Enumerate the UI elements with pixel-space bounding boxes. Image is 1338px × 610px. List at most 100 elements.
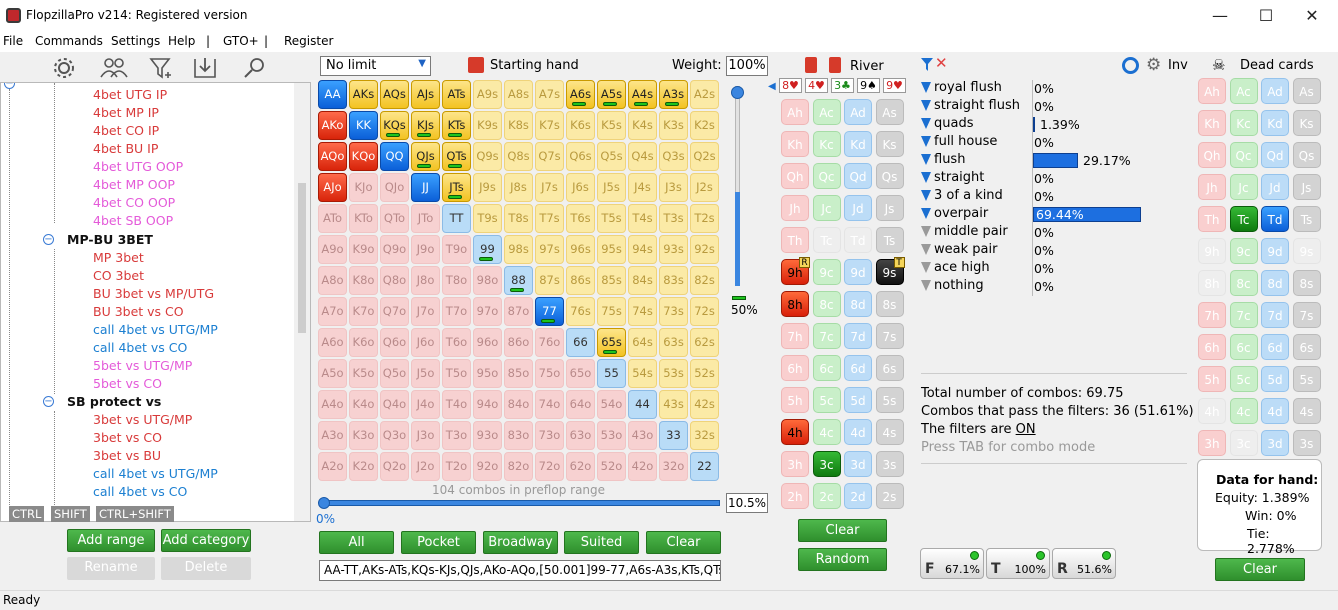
tree-item[interactable]: 3bet vs CO bbox=[93, 430, 162, 445]
tree-item[interactable]: 3bet vs UTG/MP bbox=[93, 412, 193, 427]
hand-cell[interactable]: J3o bbox=[411, 421, 440, 450]
clear-filter-icon[interactable]: ✕ bbox=[935, 54, 948, 72]
dead-card[interactable]: 6d bbox=[1261, 334, 1289, 360]
hand-cell[interactable]: QQ bbox=[380, 142, 409, 171]
range-text-input[interactable]: AA-TT,AKs-ATs,KQs-KJs,QJs,AKo-AQo,[50.00… bbox=[319, 560, 721, 581]
board-card[interactable]: Ah bbox=[781, 99, 809, 125]
dead-card[interactable]: Ac bbox=[1229, 78, 1258, 104]
gear-icon[interactable]: ⚙ bbox=[1146, 55, 1162, 75]
hand-cell[interactable]: AKo bbox=[318, 111, 347, 140]
dead-card[interactable]: 6h bbox=[1198, 334, 1226, 360]
dead-card[interactable]: 8h bbox=[1198, 270, 1226, 296]
hand-cell[interactable]: 85o bbox=[504, 359, 533, 388]
hand-cell[interactable]: Q7o bbox=[380, 297, 409, 326]
hand-cell[interactable]: AQo bbox=[318, 142, 347, 171]
weight-slider[interactable] bbox=[731, 86, 744, 286]
filter-toggle-icon[interactable] bbox=[921, 226, 931, 237]
hand-cell[interactable]: KJo bbox=[349, 173, 378, 202]
board-card[interactable]: Js bbox=[875, 195, 904, 221]
preflop-slider-knob[interactable] bbox=[318, 497, 330, 509]
hand-cell[interactable]: 64s bbox=[628, 328, 657, 357]
hand-cell[interactable]: A9s bbox=[473, 80, 502, 109]
dead-card[interactable]: 5s bbox=[1292, 366, 1321, 392]
hand-cell[interactable]: JTs bbox=[442, 173, 471, 202]
dead-card[interactable]: Ks bbox=[1292, 110, 1321, 136]
hand-cell[interactable]: 22 bbox=[690, 452, 719, 481]
filter-label[interactable]: straight bbox=[934, 170, 985, 185]
hand-cell[interactable]: T3o bbox=[442, 421, 471, 450]
hand-cell[interactable]: 64o bbox=[566, 390, 595, 419]
hand-cell[interactable]: K2o bbox=[349, 452, 378, 481]
hand-cell[interactable]: 86o bbox=[504, 328, 533, 357]
hand-cell[interactable]: 53o bbox=[597, 421, 626, 450]
hand-cell[interactable]: ATs bbox=[442, 80, 471, 109]
tree-item[interactable]: 4bet CO OOP bbox=[93, 195, 176, 210]
hand-cell[interactable]: 76s bbox=[566, 297, 595, 326]
hand-cell[interactable]: 54o bbox=[597, 390, 626, 419]
filter-toggle-icon[interactable] bbox=[921, 136, 931, 147]
board-card[interactable]: Ad bbox=[844, 99, 872, 125]
hand-cell[interactable]: Q2s bbox=[690, 142, 719, 171]
dead-card[interactable]: 3d bbox=[1261, 430, 1289, 456]
hand-cell[interactable]: T4o bbox=[442, 390, 471, 419]
board-card[interactable]: Qs bbox=[875, 163, 904, 189]
hand-cell[interactable]: 93o bbox=[473, 421, 502, 450]
filter-label[interactable]: 3 of a kind bbox=[934, 188, 1003, 203]
board-card[interactable]: 7s bbox=[875, 323, 904, 349]
board-card[interactable]: 2s bbox=[875, 483, 904, 509]
dead-card[interactable]: Qs bbox=[1292, 142, 1321, 168]
dead-card[interactable]: 9h bbox=[1198, 238, 1226, 264]
hand-cell[interactable]: A4o bbox=[318, 390, 347, 419]
hand-cell[interactable]: A8o bbox=[318, 266, 347, 295]
hand-cell[interactable]: 72o bbox=[535, 452, 564, 481]
board-card[interactable]: 2d bbox=[844, 483, 872, 509]
dead-card[interactable]: 6c bbox=[1229, 334, 1258, 360]
dead-card[interactable]: Td bbox=[1261, 206, 1289, 232]
hand-cell[interactable]: A3s bbox=[659, 80, 688, 109]
hand-cell[interactable]: K9o bbox=[349, 235, 378, 264]
hand-cell[interactable]: J4o bbox=[411, 390, 440, 419]
filters-status-value[interactable]: ON bbox=[1015, 422, 1036, 437]
board-card[interactable]: 6h bbox=[781, 355, 809, 381]
hand-cell[interactable]: 98s bbox=[504, 235, 533, 264]
preflop-pct-input[interactable]: 10.5% bbox=[726, 493, 768, 513]
hand-cell[interactable]: 62o bbox=[566, 452, 595, 481]
select-pocket-button[interactable]: Pocket bbox=[401, 531, 476, 554]
board-card[interactable]: Qc bbox=[812, 163, 841, 189]
board-card[interactable]: 5d bbox=[844, 387, 872, 413]
tree-item[interactable]: 3bet vs BU bbox=[93, 448, 162, 463]
hand-cell[interactable]: QJo bbox=[380, 173, 409, 202]
hand-cell[interactable]: Q5s bbox=[597, 142, 626, 171]
dead-card[interactable]: 4h bbox=[1198, 398, 1226, 424]
tree-group-sb-protect[interactable]: SB protect vs bbox=[67, 394, 162, 409]
hand-cell[interactable]: 96s bbox=[566, 235, 595, 264]
hand-cell[interactable]: K9s bbox=[473, 111, 502, 140]
hand-cell[interactable]: A8s bbox=[504, 80, 533, 109]
hand-cell[interactable]: 88 bbox=[504, 266, 533, 295]
hand-cell[interactable]: Q5o bbox=[380, 359, 409, 388]
hand-cell[interactable]: 52o bbox=[597, 452, 626, 481]
hand-cell[interactable]: T2s bbox=[690, 204, 719, 233]
hand-cell[interactable]: 65s bbox=[597, 328, 626, 357]
board-card[interactable]: 4h bbox=[781, 419, 809, 445]
dead-card[interactable]: 9c bbox=[1229, 238, 1258, 264]
hand-cell[interactable]: K3s bbox=[659, 111, 688, 140]
dead-card[interactable]: Th bbox=[1198, 206, 1226, 232]
hand-cell[interactable]: 63s bbox=[659, 328, 688, 357]
hand-cell[interactable]: T5o bbox=[442, 359, 471, 388]
board-card[interactable]: Qd bbox=[844, 163, 872, 189]
board-card[interactable]: Kc bbox=[812, 131, 841, 157]
hand-cell[interactable]: 66 bbox=[566, 328, 595, 357]
search-icon[interactable] bbox=[242, 56, 268, 80]
board-card[interactable]: Qh bbox=[781, 163, 809, 189]
hand-cell[interactable]: A9o bbox=[318, 235, 347, 264]
hand-cell[interactable]: A7o bbox=[318, 297, 347, 326]
hand-cell[interactable]: KTs bbox=[442, 111, 471, 140]
users-icon[interactable] bbox=[98, 56, 130, 80]
tree-item[interactable]: 4bet UTG OOP bbox=[93, 159, 184, 174]
board-card[interactable]: Kh bbox=[781, 131, 809, 157]
board-card[interactable]: 8s bbox=[875, 291, 904, 317]
invert-label[interactable]: Inv bbox=[1168, 58, 1188, 73]
hand-cell[interactable]: 73s bbox=[659, 297, 688, 326]
board-card[interactable]: 3s bbox=[875, 451, 904, 477]
